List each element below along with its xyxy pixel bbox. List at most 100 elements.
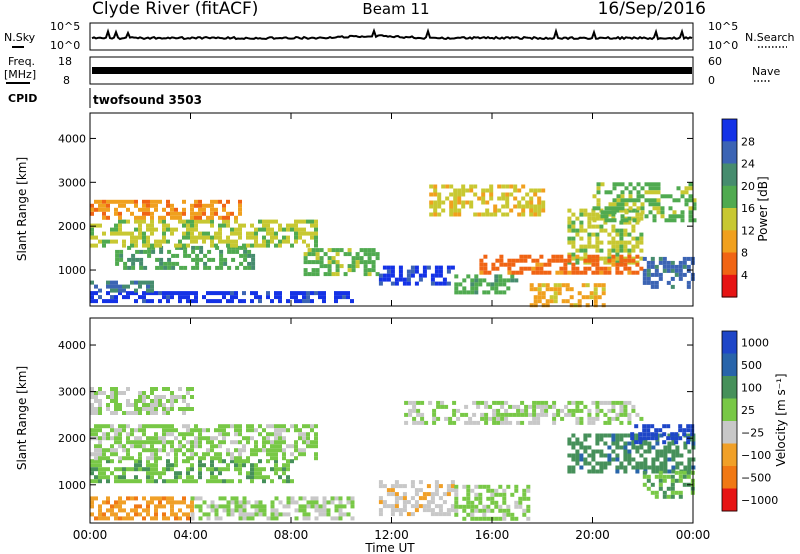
power-range-gate-cell xyxy=(243,265,248,270)
velocity-range-gate-cell xyxy=(658,482,663,487)
power-range-gate-cell xyxy=(142,231,146,236)
power-colorbar-swatch xyxy=(722,141,737,165)
velocity-range-gate-cell xyxy=(102,448,106,453)
power-range-gate-cell xyxy=(521,204,526,209)
velocity-range-gate-cell xyxy=(114,448,118,453)
velocity-range-gate-cell xyxy=(198,508,203,513)
velocity-range-gate-cell xyxy=(302,436,306,441)
power-range-gate-cell xyxy=(342,291,346,296)
power-range-gate-cell xyxy=(682,256,687,261)
power-range-gate-cell xyxy=(294,235,298,240)
velocity-range-gate-cell xyxy=(266,436,270,441)
velocity-ytick-label: 1000 xyxy=(58,479,86,492)
power-range-gate-cell xyxy=(672,198,677,203)
velocity-range-gate-cell xyxy=(532,416,537,421)
power-range-gate-cell xyxy=(246,235,250,240)
velocity-range-gate-cell xyxy=(186,440,190,445)
velocity-range-gate-cell xyxy=(250,479,254,484)
velocity-range-gate-cell xyxy=(106,436,110,441)
power-range-gate-cell xyxy=(167,261,172,266)
power-range-gate-cell xyxy=(90,227,94,232)
velocity-range-gate-cell xyxy=(278,436,282,441)
velocity-range-gate-cell xyxy=(674,470,679,475)
power-range-gate-cell xyxy=(595,266,600,271)
power-range-gate-cell xyxy=(123,265,128,270)
power-range-gate-cell xyxy=(462,286,467,291)
power-range-gate-cell xyxy=(449,184,454,189)
velocity-range-gate-cell xyxy=(154,479,158,484)
velocity-range-gate-cell xyxy=(619,408,624,413)
power-range-gate-cell xyxy=(529,188,534,193)
velocity-range-gate-cell xyxy=(206,504,211,509)
velocity-range-gate-cell xyxy=(674,432,679,437)
power-range-gate-cell xyxy=(494,278,499,283)
power-range-gate-cell xyxy=(537,291,542,296)
power-range-gate-cell xyxy=(652,198,657,203)
velocity-range-gate-cell xyxy=(414,504,419,509)
power-range-gate-cell xyxy=(238,223,242,228)
velocity-range-gate-cell xyxy=(502,496,507,501)
power-range-gate-cell xyxy=(331,248,336,253)
power-range-gate-cell xyxy=(294,223,298,228)
velocity-range-gate-cell xyxy=(595,400,600,405)
velocity-range-gate-cell xyxy=(186,387,190,391)
velocity-range-gate-cell xyxy=(540,408,545,413)
velocity-range-gate-cell xyxy=(462,516,467,521)
velocity-range-gate-cell xyxy=(342,504,347,509)
power-colorbar-tick-label: 12 xyxy=(741,224,755,237)
velocity-range-gate-cell xyxy=(90,459,94,464)
velocity-range-gate-cell xyxy=(206,512,211,517)
power-range-gate-cell xyxy=(494,290,499,295)
velocity-range-gate-cell xyxy=(266,516,271,521)
power-range-gate-cell xyxy=(623,244,628,249)
power-range-gate-cell xyxy=(158,219,162,224)
power-range-gate-cell xyxy=(559,258,564,263)
power-range-gate-cell xyxy=(491,266,496,271)
velocity-range-gate-cell xyxy=(206,452,210,457)
power-range-gate-cell xyxy=(182,219,186,224)
velocity-range-gate-cell xyxy=(114,436,118,441)
power-range-gate-cell xyxy=(234,239,238,244)
velocity-range-gate-cell xyxy=(674,436,679,441)
velocity-range-gate-cell xyxy=(198,428,202,433)
velocity-range-gate-cell xyxy=(318,512,323,517)
velocity-range-gate-cell xyxy=(98,444,102,449)
power-range-gate-cell xyxy=(114,211,118,216)
power-range-gate-cell xyxy=(230,291,234,296)
velocity-range-gate-cell xyxy=(266,452,270,457)
velocity-range-gate-cell xyxy=(436,400,441,405)
velocity-range-gate-cell xyxy=(170,391,174,395)
power-range-gate-cell xyxy=(194,239,198,244)
time-tick-label: 16:00 xyxy=(475,528,510,542)
velocity-range-gate-cell xyxy=(488,416,493,421)
velocity-range-gate-cell xyxy=(454,496,459,501)
power-range-gate-cell xyxy=(250,299,254,304)
power-range-gate-cell xyxy=(579,236,584,241)
velocity-range-gate-cell xyxy=(130,428,134,433)
velocity-range-gate-cell xyxy=(506,512,511,517)
power-range-gate-cell xyxy=(363,272,368,277)
power-range-gate-cell xyxy=(210,223,214,228)
power-range-gate-cell xyxy=(502,290,507,295)
velocity-range-gate-cell xyxy=(162,403,166,407)
velocity-range-gate-cell xyxy=(150,475,154,480)
velocity-range-gate-cell xyxy=(234,448,238,453)
power-range-gate-cell xyxy=(513,188,518,193)
power-range-gate-cell xyxy=(569,303,574,308)
velocity-range-gate-cell xyxy=(222,508,227,513)
power-range-gate-cell xyxy=(559,270,564,275)
power-range-gate-cell xyxy=(650,284,655,289)
power-range-gate-cell xyxy=(627,270,632,275)
power-range-gate-cell xyxy=(134,215,138,220)
velocity-range-gate-cell xyxy=(314,496,319,501)
power-range-gate-cell xyxy=(656,202,661,207)
velocity-range-gate-cell xyxy=(282,471,286,476)
power-range-gate-cell xyxy=(179,245,184,250)
velocity-range-gate-cell xyxy=(639,465,644,470)
nsearch-label: N.Search xyxy=(745,31,795,44)
velocity-range-gate-cell xyxy=(583,457,588,462)
power-range-gate-cell xyxy=(640,206,645,211)
velocity-range-gate-cell xyxy=(412,400,417,405)
velocity-range-gate-cell xyxy=(404,412,409,417)
velocity-range-gate-cell xyxy=(158,500,162,505)
